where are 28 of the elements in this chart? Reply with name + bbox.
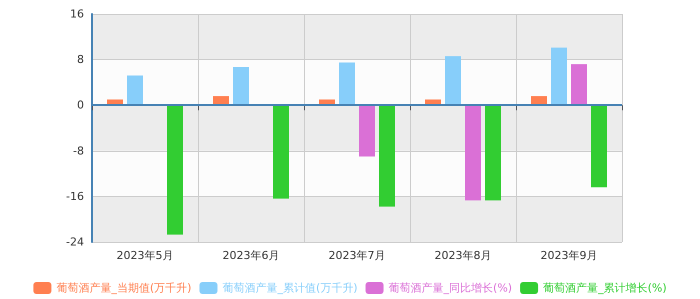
y-tick-label: -8 — [73, 144, 84, 158]
y-tick-label: 0 — [77, 98, 84, 112]
bar — [233, 67, 249, 106]
bar — [591, 105, 607, 188]
bar — [273, 105, 289, 199]
x-tick-label: 2023年5月 — [116, 249, 174, 262]
x-tick-label: 2023年9月 — [540, 249, 598, 262]
legend-label: 葡萄酒产量_累计值(万千升) — [222, 282, 358, 294]
y-tick-label: 16 — [70, 8, 84, 20]
bar — [571, 64, 587, 106]
legend-label: 葡萄酒产量_当期值(万千升) — [56, 282, 192, 294]
bar — [339, 62, 355, 106]
legend-label: 葡萄酒产量_同比增长(%) — [388, 282, 512, 294]
y-tick-label: -16 — [66, 190, 84, 203]
bar — [465, 105, 481, 200]
bar — [167, 105, 183, 235]
legend-label: 葡萄酒产量_累计增长(%) — [543, 282, 667, 294]
y-tick-label: -24 — [66, 236, 84, 248]
x-tick-label: 2023年7月 — [328, 249, 386, 262]
x-tick-label: 2023年6月 — [222, 249, 280, 262]
bar — [551, 48, 567, 106]
bar — [445, 56, 461, 106]
bar — [485, 105, 501, 200]
bar — [379, 105, 395, 207]
y-tick-label: 8 — [77, 53, 84, 66]
bar — [359, 105, 375, 156]
bar — [127, 76, 143, 106]
x-tick-label: 2023年8月 — [434, 249, 492, 262]
